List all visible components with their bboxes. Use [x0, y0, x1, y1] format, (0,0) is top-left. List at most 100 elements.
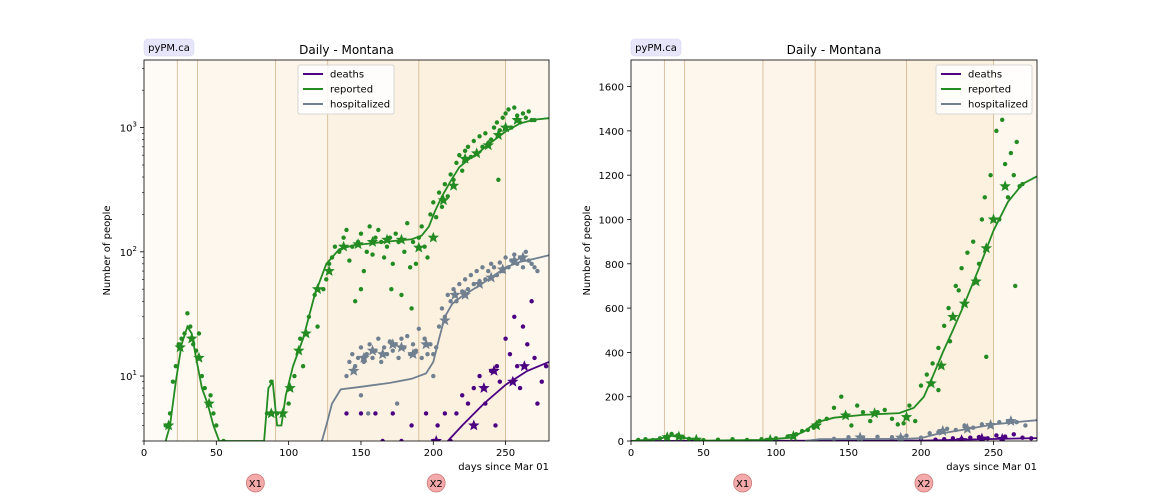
deaths-weekly-star — [507, 375, 519, 387]
hospitalized-data-point — [367, 342, 372, 347]
reported-data-point — [523, 115, 529, 120]
deaths-data-point — [344, 411, 349, 416]
hospitalized-data-point — [512, 252, 517, 257]
reported-weekly-star — [162, 419, 175, 431]
hospitalized-data-point — [480, 265, 485, 270]
reported-weekly-star — [661, 431, 673, 441]
reported-data-point — [849, 423, 854, 428]
x-tick-label: 250 — [984, 448, 1003, 459]
reported-data-point — [436, 190, 442, 195]
reported-weekly-star — [277, 407, 289, 419]
reported-data-point — [347, 258, 352, 263]
hospitalized-data-point — [396, 355, 401, 361]
reported-data-point — [805, 427, 811, 433]
reported-weekly-star — [323, 265, 335, 276]
reported-data-point — [1020, 181, 1025, 187]
reported-data-point — [413, 261, 419, 267]
source-badge-text: pyPM.ca — [148, 43, 190, 54]
reported-data-point — [170, 379, 176, 384]
hospitalized-weekly-star — [420, 338, 432, 350]
reported-data-point — [399, 292, 404, 298]
reported-weekly-star — [868, 407, 881, 419]
hospitalized-data-point — [927, 431, 932, 436]
reported-data-point — [503, 111, 508, 116]
hospitalized-weekly-star — [449, 288, 461, 300]
reported-data-point — [298, 336, 303, 341]
hospitalized-data-point — [491, 265, 497, 270]
deaths-data-point — [448, 438, 453, 441]
hospitalized-weekly-star — [439, 314, 451, 326]
legend-box — [935, 64, 1033, 115]
reported-weekly-star — [980, 242, 992, 254]
reported-weekly-star — [300, 327, 312, 339]
reported-data-point — [965, 250, 970, 255]
y-tick-label: 0 — [618, 437, 624, 448]
deaths-data-point — [1011, 432, 1016, 437]
deaths-data-point — [1029, 436, 1034, 441]
reported-data-point — [416, 235, 422, 240]
hospitalized-weekly-star — [377, 348, 389, 359]
reported-weekly-star — [193, 351, 205, 363]
legend-label-reported: reported — [968, 85, 1011, 96]
y-tick-base: 10 — [120, 248, 133, 259]
period-band — [275, 60, 328, 441]
reported-data-point — [451, 177, 456, 182]
reported-data-point — [221, 438, 226, 441]
reported-data-point — [994, 128, 999, 134]
legend-label-deaths: deaths — [330, 70, 364, 81]
x-tick-label: 150 — [351, 448, 370, 459]
hospitalized-weekly-star — [937, 425, 949, 436]
reported-weekly-star — [427, 231, 439, 243]
reported-weekly-star — [935, 359, 947, 371]
x-tick-label: 200 — [424, 448, 443, 459]
reported-data-point — [315, 324, 320, 329]
hospitalized-data-point — [454, 299, 459, 304]
reported-weekly-star — [186, 332, 198, 344]
reported-data-point — [410, 239, 416, 245]
hospitalized-data-point — [486, 268, 491, 274]
hospitalized-data-point — [419, 355, 424, 361]
reported-data-point — [465, 144, 471, 150]
hospitalized-data-point — [918, 435, 924, 440]
series-hospitalized — [321, 249, 549, 441]
reported-data-point — [979, 217, 985, 222]
hospitalized-data-point — [347, 359, 352, 365]
reported-weekly-star — [900, 411, 913, 422]
reported-data-point — [188, 324, 193, 329]
period-band — [197, 60, 276, 441]
chart-title: Daily - Montana — [299, 43, 394, 57]
reported-data-point — [350, 244, 355, 249]
event-marker-label: X2 — [917, 479, 930, 490]
deaths-data-point — [471, 385, 476, 391]
deaths-data-point — [380, 438, 385, 441]
reported-weekly-star — [284, 382, 296, 393]
reported-data-point — [214, 423, 219, 428]
y-tick-label: 1000 — [599, 215, 624, 226]
reported-data-point — [454, 160, 459, 166]
reported-data-point — [196, 331, 202, 336]
deaths-data-point — [399, 438, 404, 441]
reported-data-point — [477, 134, 482, 139]
hospitalized-data-point — [390, 348, 395, 353]
reported-data-point — [532, 117, 537, 123]
deaths-data-point — [503, 336, 508, 341]
reported-data-point — [1014, 139, 1019, 145]
reported-weekly-star — [352, 238, 364, 250]
hospitalized-data-point — [344, 373, 349, 379]
hospitalized-data-point — [431, 373, 436, 379]
y-tick-label: 102 — [120, 245, 137, 259]
reported-data-point — [419, 224, 424, 229]
reported-data-point — [332, 244, 338, 249]
reported-weekly-star — [203, 397, 215, 409]
reported-data-point — [901, 421, 906, 426]
reported-data-point — [448, 172, 453, 177]
event-marker — [733, 473, 753, 493]
event-marker-label: X1 — [736, 479, 749, 490]
y-tick-base: 10 — [120, 372, 133, 383]
reported-weekly-star — [265, 407, 277, 419]
hospitalized-weekly-star — [854, 431, 866, 441]
hospitalized-data-point — [465, 287, 471, 292]
reported-data-point — [976, 261, 982, 266]
hospitalized-data-point — [488, 261, 494, 267]
